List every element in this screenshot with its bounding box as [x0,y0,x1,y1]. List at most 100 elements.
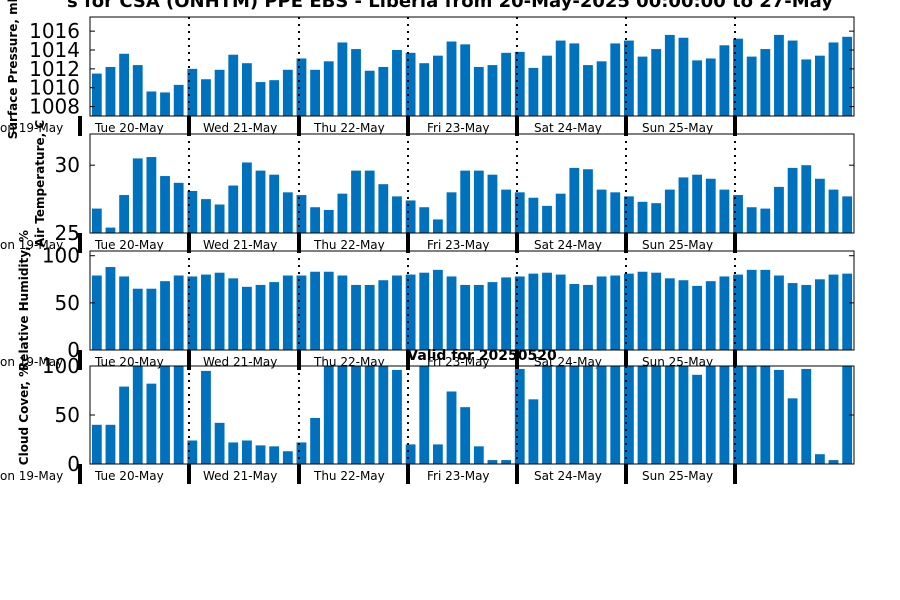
bar [228,185,239,233]
bar [664,34,675,116]
bar [487,460,498,464]
day-label: Sat 24-May [534,469,602,483]
y-tick-label: 0 [67,452,80,476]
bar [664,189,675,233]
bar [241,286,252,350]
bar [419,207,430,233]
bar [610,275,621,350]
bar [610,366,621,464]
bar [146,91,157,116]
bar [214,204,225,233]
plot-frame [89,16,855,117]
bar [746,366,757,464]
day-label: on 19-May [0,355,63,369]
bar [419,63,430,116]
y-tick-label: 1010 [29,76,80,100]
y-tick-label: 1014 [29,38,80,62]
bar [460,284,471,350]
bar [733,274,743,350]
bar [787,283,798,350]
bar [705,281,716,350]
bar [814,279,825,350]
panel-title: Valid for 20250520 [407,348,557,364]
bar [446,391,457,464]
bar [555,274,566,350]
bar [392,50,402,116]
plot-frame [89,133,855,234]
bar [801,59,812,116]
bar [405,274,416,350]
y-tick-label: 0 [67,338,80,362]
day-label: Fri 23-May [427,121,490,135]
bar [746,269,757,350]
bar [774,186,784,233]
bar [91,208,102,233]
bar [623,366,634,464]
bar [105,424,116,464]
bar [828,274,839,350]
bar [187,190,198,233]
bar [583,169,593,233]
bar [228,54,239,116]
bar [542,205,552,233]
bar [542,272,552,350]
bar [514,192,525,233]
day-label: Sun 25-May [642,238,713,252]
bar [814,55,825,116]
bar [269,174,280,233]
bar [446,41,457,117]
bar [269,282,280,350]
bar [528,197,539,233]
bar [719,189,730,233]
bar [201,79,211,116]
bar [91,275,102,350]
bar [623,40,634,116]
bar [733,195,743,233]
bar [787,398,798,464]
bar [733,366,743,464]
bar [569,43,580,116]
bar [473,284,484,350]
bar [310,207,321,233]
bar [569,284,580,350]
bar [337,42,348,116]
bar [460,407,471,464]
bar [214,69,225,116]
bar [91,424,102,464]
bar [173,366,184,464]
bar [678,177,689,233]
bar [623,273,634,350]
bar [637,201,648,233]
bar [555,40,566,116]
bar [337,193,348,233]
bar [323,366,334,464]
bar [637,271,648,350]
bar [842,36,853,116]
bar [310,69,321,116]
bar [105,227,116,233]
bar [473,446,484,464]
day-label: on 19-May [0,469,63,483]
bar [514,368,525,464]
bar [473,170,484,233]
bar [310,271,321,350]
y-tick-label: 50 [55,291,80,315]
bar [528,67,539,116]
day-label: Fri 23-May [427,238,490,252]
y-axis-label: Surface Pressure, mb [6,0,20,139]
bar [678,280,689,350]
panel-2: 25 30 Air Temperature, Con 19-May Tue 20-Ma… [0,120,855,253]
bar [446,192,457,233]
bar [255,170,266,233]
bar [351,170,361,233]
day-label: Wed 21-May [203,238,277,252]
bar [542,366,552,464]
day-label: on 19-May [0,121,63,135]
day-label: Wed 21-May [203,469,277,483]
bar [828,42,839,116]
bar [705,366,716,464]
bar [91,73,102,116]
bar [719,366,730,464]
bar [651,272,662,350]
